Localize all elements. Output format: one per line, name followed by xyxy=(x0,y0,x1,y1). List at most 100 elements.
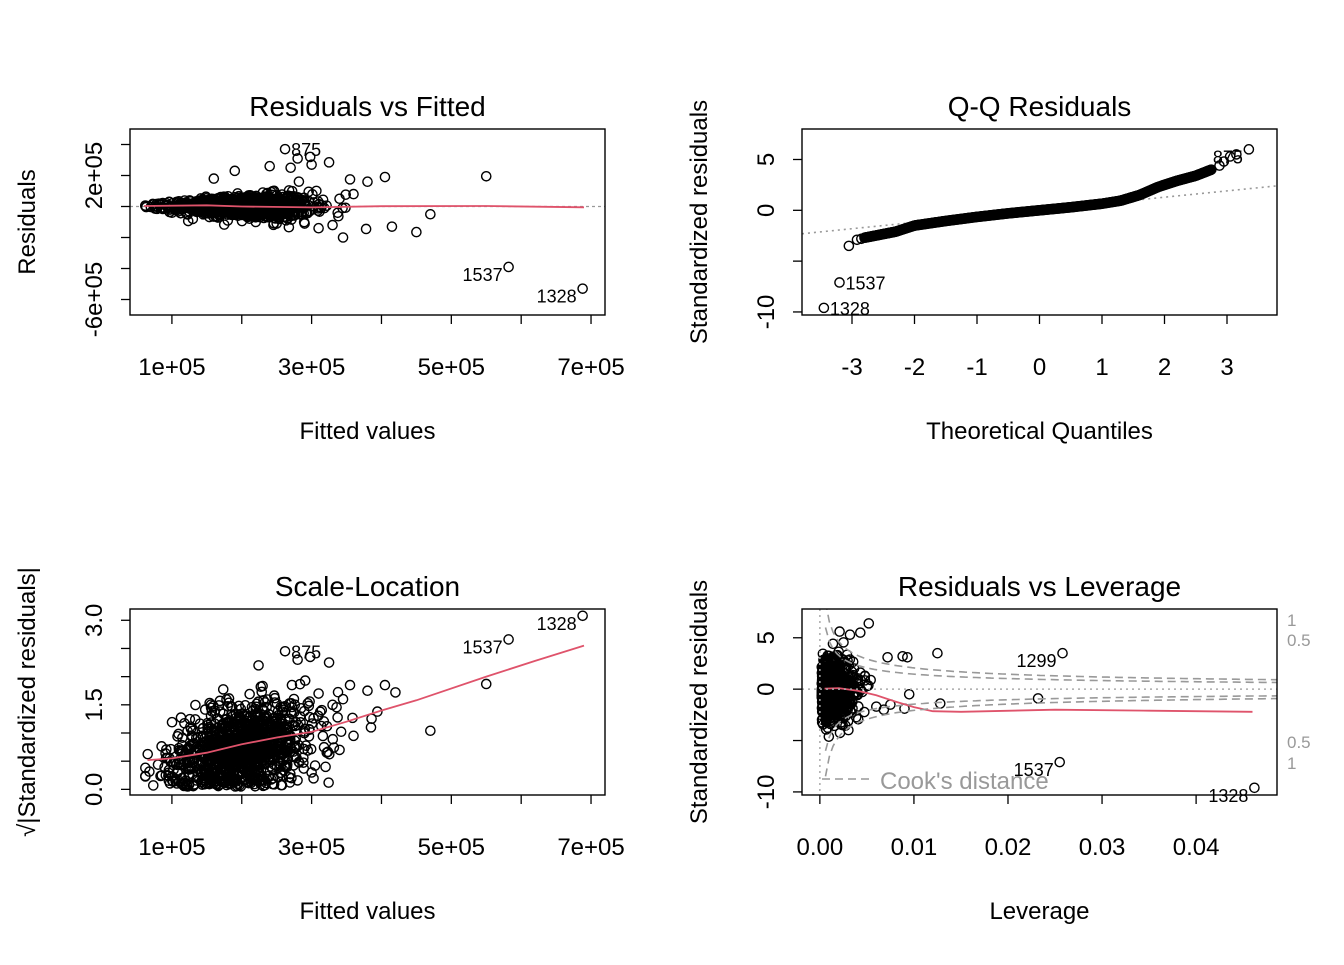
point-annotation: 1328 xyxy=(537,287,577,307)
data-point xyxy=(288,751,299,763)
data-point xyxy=(903,688,915,700)
data-point xyxy=(818,302,830,314)
data-point xyxy=(379,679,391,691)
data-point xyxy=(232,204,243,216)
data-point xyxy=(276,716,288,728)
data-point xyxy=(842,655,853,666)
data-point xyxy=(834,727,846,739)
data-point xyxy=(187,213,199,225)
data-point xyxy=(327,699,338,711)
data-point xyxy=(186,763,198,775)
panel-title: Scale-Location xyxy=(275,571,460,602)
data-point xyxy=(327,733,339,745)
data-point xyxy=(266,762,278,774)
data-point xyxy=(255,714,266,726)
data-point xyxy=(897,650,908,662)
data-point xyxy=(226,747,238,758)
data-point xyxy=(177,745,188,756)
data-point xyxy=(822,696,833,707)
data-point xyxy=(334,193,345,205)
data-point xyxy=(304,651,316,663)
data-point xyxy=(817,694,828,706)
data-point xyxy=(239,720,251,732)
data-point xyxy=(261,773,273,785)
data-point xyxy=(250,216,262,228)
data-point xyxy=(334,744,345,756)
data-point xyxy=(282,204,294,215)
smooth-line xyxy=(143,204,585,209)
plot-frame xyxy=(129,608,606,796)
data-point xyxy=(246,701,258,713)
data-point xyxy=(821,675,833,687)
data-point xyxy=(386,221,398,232)
data-point xyxy=(882,651,893,663)
plot-area xyxy=(802,609,1277,795)
data-point xyxy=(142,748,154,760)
y-tick-label: 1.5 xyxy=(81,688,108,721)
data-point xyxy=(285,162,296,174)
data-point xyxy=(275,744,287,755)
data-point xyxy=(304,151,316,163)
data-point xyxy=(824,686,836,698)
y-tick-label: -6e+05 xyxy=(81,262,108,337)
data-point xyxy=(293,176,305,187)
x-tick-label: 3e+05 xyxy=(278,834,345,861)
data-point xyxy=(208,173,220,184)
data-point xyxy=(147,780,159,791)
data-point xyxy=(260,194,271,206)
data-point xyxy=(323,777,334,788)
data-point xyxy=(233,731,245,742)
data-point xyxy=(240,194,252,206)
data-point xyxy=(288,693,300,705)
data-point xyxy=(264,160,276,172)
data-point xyxy=(577,283,588,294)
contour-label: 0.5 xyxy=(1287,631,1311,650)
data-point xyxy=(194,718,206,729)
data-point xyxy=(271,218,282,229)
point-annotation: 1537 xyxy=(463,265,503,285)
data-point xyxy=(240,769,252,781)
y-tick-label: 5 xyxy=(753,153,780,166)
data-point xyxy=(276,205,288,216)
data-point xyxy=(210,775,222,787)
x-axis-label: Leverage xyxy=(989,898,1089,925)
data-point xyxy=(323,157,335,168)
panel-2: Q-Q Residuals Theoretical Quantiles Standa… xyxy=(686,91,1278,445)
data-point xyxy=(167,775,178,787)
panel-3: Scale-Location Fitted values √|Standardize… xyxy=(14,567,625,925)
data-point xyxy=(327,219,338,231)
panel-title: Residuals vs Leverage xyxy=(898,571,1181,602)
data-point xyxy=(827,638,839,650)
data-point xyxy=(411,226,422,238)
data-point xyxy=(234,197,246,209)
plot-frame xyxy=(801,608,1278,796)
x-tick-label: 0.04 xyxy=(1173,834,1220,861)
data-point xyxy=(231,761,242,772)
data-point xyxy=(1057,647,1068,659)
data-point xyxy=(262,199,273,211)
data-point xyxy=(236,758,248,770)
data-point xyxy=(245,770,256,781)
data-point xyxy=(215,191,227,203)
data-point xyxy=(827,684,839,695)
data-point xyxy=(258,704,270,716)
data-point xyxy=(220,714,232,726)
data-point xyxy=(834,277,845,288)
data-point xyxy=(286,214,297,225)
data-point xyxy=(819,665,830,677)
data-point xyxy=(218,729,230,740)
y-tick-label: 5 xyxy=(753,631,780,644)
data-point xyxy=(279,700,291,712)
data-point xyxy=(140,201,152,213)
data-point xyxy=(229,165,241,177)
data-point xyxy=(140,771,151,782)
x-axis-label: Fitted values xyxy=(299,898,435,925)
data-point xyxy=(166,716,178,728)
y-axis-label: Standardized residuals xyxy=(686,580,713,824)
data-point xyxy=(218,743,229,754)
data-point xyxy=(241,739,253,751)
point-annotation: 1328 xyxy=(830,299,870,319)
data-point xyxy=(283,221,295,233)
data-point xyxy=(248,742,260,753)
data-point xyxy=(232,210,244,222)
